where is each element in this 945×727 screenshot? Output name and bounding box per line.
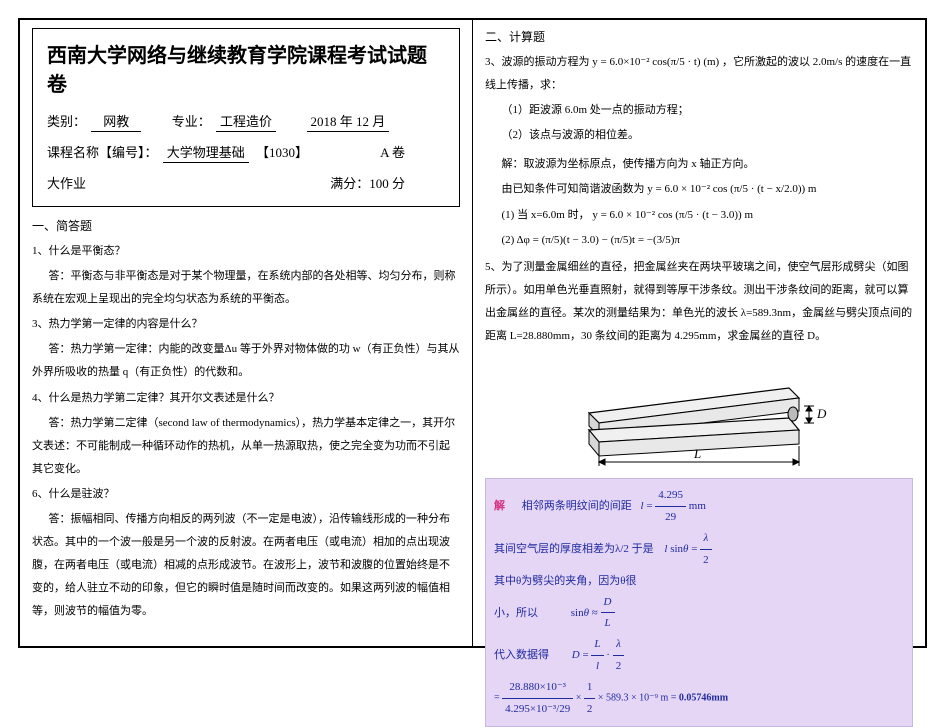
- section-2-title: 二、计算题: [485, 28, 913, 45]
- q4-title: 4、什么是热力学第二定律？其开尔文表述是什么？: [32, 387, 460, 410]
- date-value: 2018 年 12 月: [307, 111, 390, 132]
- sol-line-2: 其间空气层的厚度相差为λ/2 于是 l sinθ = λ2: [494, 528, 904, 571]
- category-value: 网教: [91, 111, 141, 132]
- course-label: 课程名称【编号】：: [47, 145, 158, 160]
- q3-title: 3、热力学第一定律的内容是什么？: [32, 313, 460, 336]
- cq3-stem: 3、波源的振动方程为 y = 6.0×10⁻² cos(π/5 · t) (m)…: [485, 51, 913, 97]
- left-column: 西南大学网络与继续教育学院课程考试试题卷 类别： 网教 专业： 工程造价 201…: [20, 20, 473, 646]
- q4-answer: 答：热力学第二定律（second law of thermodynamics），…: [32, 412, 460, 481]
- cq3-title: 3、波源的振动方程为: [485, 56, 590, 68]
- l-label: L: [693, 446, 701, 461]
- paper-type: A 卷: [380, 142, 405, 161]
- cq3-sol-lead: 解：取波源为坐标原点，使传播方向为 x 轴正方向。: [485, 153, 913, 176]
- major-label: 专业：: [172, 114, 211, 129]
- cq3-sol-eq3: Δφ = (π/5)(t − 3.0) − (π/5)t = −(3/5)π: [516, 234, 679, 246]
- wedge-svg: D L: [559, 358, 839, 468]
- q1-title: 1、什么是平衡态？: [32, 240, 460, 263]
- category-label: 类别：: [47, 114, 86, 129]
- q3-answer: 答：热力学第一定律：内能的改变量Δu 等于外界对物体做的功 w（有正负性）与其从…: [32, 338, 460, 384]
- major-value: 工程造价: [216, 111, 276, 132]
- calc-question-3: 3、波源的振动方程为 y = 6.0×10⁻² cos(π/5 · t) (m)…: [485, 51, 913, 252]
- exam-title: 西南大学网络与继续教育学院课程考试试题卷: [47, 39, 445, 97]
- meta-row-2: 课程名称【编号】： 大学物理基础 【1030】 A 卷: [47, 142, 445, 163]
- question-4: 4、什么是热力学第二定律？其开尔文表述是什么？ 答：热力学第二定律（second…: [32, 387, 460, 481]
- q6-answer: 答：振幅相同、传播方向相反的两列波（不一定是电波），沿传输线形成的一种分布状态。…: [32, 508, 460, 623]
- sol-line-4: 小，所以 sinθ ≈ DL: [494, 592, 904, 635]
- q6-title: 6、什么是驻波？: [32, 483, 460, 506]
- q1-answer: 答：平衡态与非平衡态是对于某个物理量，在系统内部的各处相等、均匀分布，则称系统在…: [32, 265, 460, 311]
- cq3-sol-2: (1) 当 x=6.0m 时， y = 6.0 × 10⁻² cos (π/5 …: [485, 204, 913, 227]
- sol-line-5: 代入数据得 D = Ll · λ2: [494, 634, 904, 677]
- wedge-diagram: D L: [485, 358, 913, 472]
- work-label: 大作业: [47, 176, 86, 191]
- cq3-sol-eq1: y = 6.0 × 10⁻² cos (π/5 · (t − x/2.0)) m: [647, 183, 816, 195]
- meta-row-3: 大作业 满分：100 分: [47, 173, 445, 192]
- course-code: 【1030】: [256, 145, 308, 160]
- calc-question-5: 5、为了测量金属细丝的直径，把金属丝夹在两块平玻璃之间，使空气层形成劈尖（如图所…: [485, 256, 913, 348]
- question-3: 3、热力学第一定律的内容是什么？ 答：热力学第一定律：内能的改变量Δu 等于外界…: [32, 313, 460, 384]
- course-value: 大学物理基础: [163, 142, 249, 163]
- right-column: 二、计算题 3、波源的振动方程为 y = 6.0×10⁻² cos(π/5 · …: [473, 20, 925, 646]
- cq3-eq: y = 6.0×10⁻² cos(π/5 · t) (m): [592, 56, 719, 68]
- cq3-sub1: （1）距波源 6.0m 处一点的振动方程；: [485, 99, 913, 122]
- cq5-stem: 5、为了测量金属细丝的直径，把金属丝夹在两块平玻璃之间，使空气层形成劈尖（如图所…: [485, 256, 913, 348]
- exam-page: 西南大学网络与继续教育学院课程考试试题卷 类别： 网教 专业： 工程造价 201…: [18, 18, 927, 648]
- question-1: 1、什么是平衡态？ 答：平衡态与非平衡态是对于某个物理量，在系统内部的各处相等、…: [32, 240, 460, 311]
- meta-row-1: 类别： 网教 专业： 工程造价 2018 年 12 月: [47, 111, 445, 132]
- sol-tag: 解: [494, 500, 505, 512]
- sol-line-1: 解 相邻两条明纹间的间距 l = 4.29529 mm: [494, 485, 904, 528]
- sol-line-6: = 28.880×10⁻³4.295×10⁻³/29 × 12 × 589.3 …: [494, 677, 904, 720]
- cq3-sol-3: (2) Δφ = (π/5)(t − 3.0) − (π/5)t = −(3/5…: [485, 229, 913, 252]
- sol-line-3: 其中θ为劈尖的夹角，因为θ很: [494, 571, 904, 592]
- section-1-title: 一、简答题: [32, 217, 460, 234]
- cq3-sol-eq2: y = 6.0 × 10⁻² cos (π/5 · (t − 3.0)) m: [592, 209, 753, 221]
- score-label: 满分：100 分: [330, 173, 405, 192]
- sol-l1b: 相邻两条明纹间的间距: [522, 500, 632, 512]
- exam-header-box: 西南大学网络与继续教育学院课程考试试题卷 类别： 网教 专业： 工程造价 201…: [32, 28, 460, 207]
- question-6: 6、什么是驻波？ 答：振幅相同、传播方向相反的两列波（不一定是电波），沿传输线形…: [32, 483, 460, 624]
- solution-box: 解 相邻两条明纹间的间距 l = 4.29529 mm 其间空气层的厚度相差为λ…: [485, 478, 913, 727]
- cq3-sub2: （2）该点与波源的相位差。: [485, 124, 913, 147]
- cq3-sol-1: 由已知条件可知简谐波函数为 y = 6.0 × 10⁻² cos (π/5 · …: [485, 178, 913, 201]
- d-label: D: [816, 406, 827, 421]
